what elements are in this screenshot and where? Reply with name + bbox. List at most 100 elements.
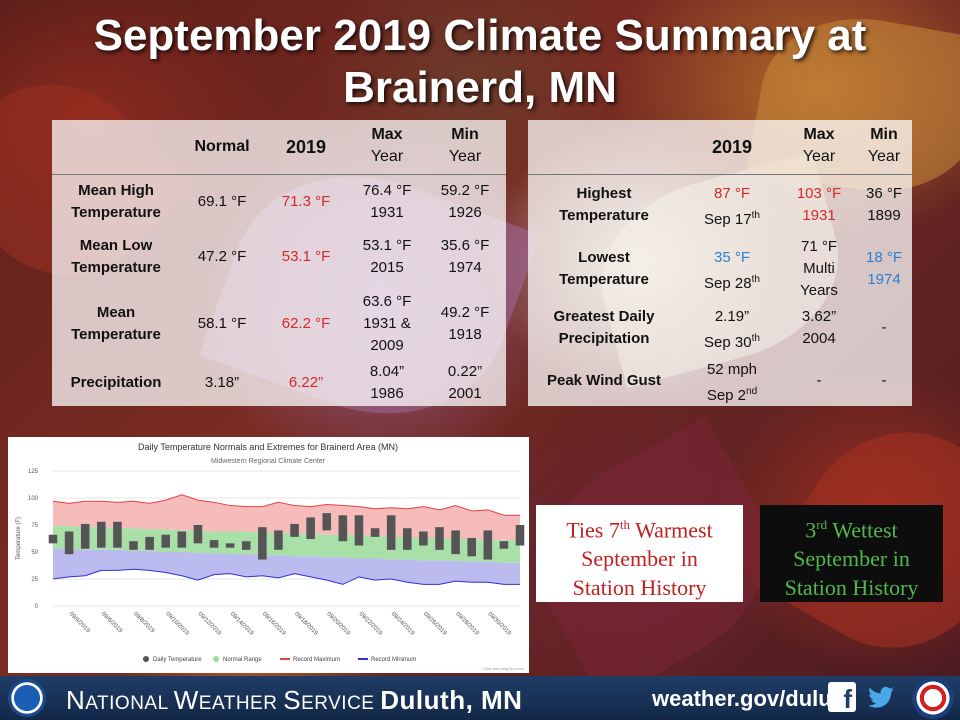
office-location: Duluth, MN bbox=[380, 685, 523, 715]
wet-ranking-callout: 3rd Wettest September in Station History bbox=[760, 505, 943, 602]
daily-extremes-table: 2019 Max Year Min Year Highest Temperatur… bbox=[528, 120, 912, 406]
min-header-a: Min bbox=[870, 126, 898, 143]
wet-line-1: 3rd Wettest bbox=[760, 510, 943, 544]
date-text: Sep 30 bbox=[704, 334, 752, 351]
chart-title: Daily Temperature Normals and Extremes f… bbox=[138, 442, 398, 452]
daily-temperature-bar bbox=[338, 515, 348, 542]
col-max-header: Max Year bbox=[784, 124, 854, 168]
date-text: Sep 2 bbox=[706, 387, 747, 404]
value-2019-amount: 87 °F bbox=[713, 185, 750, 202]
date-suffix: th bbox=[751, 210, 760, 221]
max-header-a: Max bbox=[371, 126, 403, 143]
min-value-line-1: 49.2 °F bbox=[440, 304, 490, 321]
warm-ranking-callout: Ties 7th Warmest September in Station Hi… bbox=[536, 505, 743, 602]
daily-temperature-bar bbox=[97, 521, 106, 548]
legend-label: Record Minimum bbox=[371, 657, 416, 663]
min-value-line-1: - bbox=[881, 319, 887, 336]
row-label: Lowest Temperature bbox=[528, 247, 680, 291]
min-value-line-1: 0.22” bbox=[447, 363, 483, 380]
max-header-b: Year bbox=[802, 148, 836, 165]
min-value-line-2: 1974 bbox=[867, 271, 901, 288]
value-2019-amount: 52 mph bbox=[706, 361, 758, 378]
max-value: 76.4 °F 1931 bbox=[348, 180, 426, 224]
twitter-icon[interactable] bbox=[866, 684, 896, 712]
noaa-logo-icon[interactable] bbox=[8, 679, 46, 717]
x-tick-label: 09/10/2019 bbox=[164, 611, 190, 637]
record-max-line bbox=[52, 494, 520, 516]
row-label-line-1: Highest bbox=[576, 185, 632, 202]
min-value: 18 °F 1974 bbox=[850, 247, 918, 291]
legend-marker bbox=[143, 656, 149, 662]
daily-temperature-bar bbox=[113, 521, 122, 548]
daily-temperature-bar bbox=[177, 531, 187, 548]
max-value-line-1: 53.1 °F bbox=[362, 237, 412, 254]
x-tick-label: 09/22/2019 bbox=[358, 611, 384, 637]
facebook-icon[interactable]: f bbox=[828, 682, 856, 714]
daily-temperature-bar bbox=[386, 515, 396, 550]
max-header-a: Max bbox=[803, 126, 835, 143]
value-2019: 53.1 °F bbox=[281, 248, 331, 265]
row-label-line-2: Precipitation bbox=[558, 330, 650, 347]
x-tick-label: 09/24/2019 bbox=[390, 611, 416, 637]
row-label-line-2: Temperature bbox=[559, 207, 649, 224]
website-link[interactable]: weather.gov/duluth bbox=[652, 686, 853, 711]
row-label: Precipitation bbox=[52, 372, 180, 394]
max-value: 3.62” 2004 bbox=[784, 306, 854, 350]
value-2019-date: Sep 30th bbox=[686, 328, 778, 354]
y-axis-label: Temperature (F) bbox=[16, 517, 22, 560]
monthly-averages-table: Normal 2019 Max Year Min Year Mean High T… bbox=[52, 120, 506, 406]
row-label-line-2: Temperature bbox=[559, 271, 649, 288]
y-tick-label: 50 bbox=[31, 550, 38, 556]
value-2019: 35 °F Sep 28th bbox=[686, 247, 778, 295]
date-suffix: nd bbox=[746, 386, 758, 397]
daily-temperature-bar bbox=[48, 534, 58, 544]
min-value-line-2: 1974 bbox=[448, 259, 482, 276]
row-label: Mean High Temperature bbox=[52, 180, 180, 224]
min-header-b: Year bbox=[867, 148, 901, 165]
footer-bar: NATIONAL WEATHER SERVICE Duluth, MN weat… bbox=[0, 676, 960, 720]
row-label-line-2: Temperature bbox=[71, 259, 161, 276]
record-min-line bbox=[52, 568, 520, 585]
max-value-line-1: 76.4 °F bbox=[362, 182, 412, 199]
daily-temperature-bar bbox=[370, 528, 380, 537]
daily-temperature-bar bbox=[467, 537, 476, 557]
max-value-line-2: 1931 & bbox=[363, 315, 411, 332]
normal-value: 69.1 °F bbox=[197, 193, 247, 210]
wet-line-3: Station History bbox=[784, 575, 919, 601]
min-value: - bbox=[850, 370, 918, 392]
max-value-line-2: 2015 bbox=[370, 259, 404, 276]
x-tick-label: 09/14/2019 bbox=[229, 611, 255, 637]
min-value-line-1: 18 °F bbox=[865, 249, 902, 266]
value-2019: 2.19” Sep 30th bbox=[686, 306, 778, 354]
max-value-line-1: 63.6 °F bbox=[362, 293, 412, 310]
x-tick-label: 09/16/2019 bbox=[261, 611, 287, 637]
min-value: 59.2 °F 1926 bbox=[426, 180, 504, 224]
max-value: 53.1 °F 2015 bbox=[348, 235, 426, 279]
row-label-line-1: Mean High bbox=[78, 182, 154, 199]
max-value-line-2: 1931 bbox=[370, 204, 404, 221]
warm-line-3: Station History bbox=[572, 575, 707, 601]
daily-temperature-bar bbox=[354, 515, 364, 546]
nws-logo-icon[interactable] bbox=[912, 677, 954, 719]
nws-office-name: NATIONAL WEATHER SERVICE Duluth, MN bbox=[66, 685, 523, 715]
daily-temperature-bar bbox=[145, 536, 154, 550]
max-value-line-1: 3.62” bbox=[801, 308, 837, 325]
min-value-line-2: 1926 bbox=[448, 204, 482, 221]
daily-temperature-chart[interactable]: Daily Temperature Normals and Extremes f… bbox=[8, 437, 529, 673]
min-value-line-2: 2001 bbox=[448, 385, 482, 402]
col-2019-header: 2019 bbox=[285, 137, 327, 157]
max-value-line-1: 103 °F bbox=[796, 185, 842, 202]
x-tick-label: 09/4/2019 bbox=[68, 611, 92, 635]
title-line-2: Brainerd, MN bbox=[343, 63, 617, 112]
x-tick-label: 09/8/2019 bbox=[132, 611, 156, 635]
header-divider bbox=[528, 174, 912, 175]
value-2019-date: Sep 17th bbox=[686, 205, 778, 231]
wet-word: Wettest bbox=[827, 517, 898, 543]
row-label-line-1: Peak Wind Gust bbox=[546, 372, 662, 389]
value-2019-amount: 2.19” bbox=[714, 308, 750, 325]
row-label-line-1: Lowest bbox=[578, 249, 630, 266]
col-min-header: Min Year bbox=[426, 124, 504, 168]
value-2019: 71.3 °F bbox=[281, 193, 331, 210]
min-header-b: Year bbox=[448, 148, 482, 165]
daily-temperature-bar bbox=[402, 528, 412, 550]
